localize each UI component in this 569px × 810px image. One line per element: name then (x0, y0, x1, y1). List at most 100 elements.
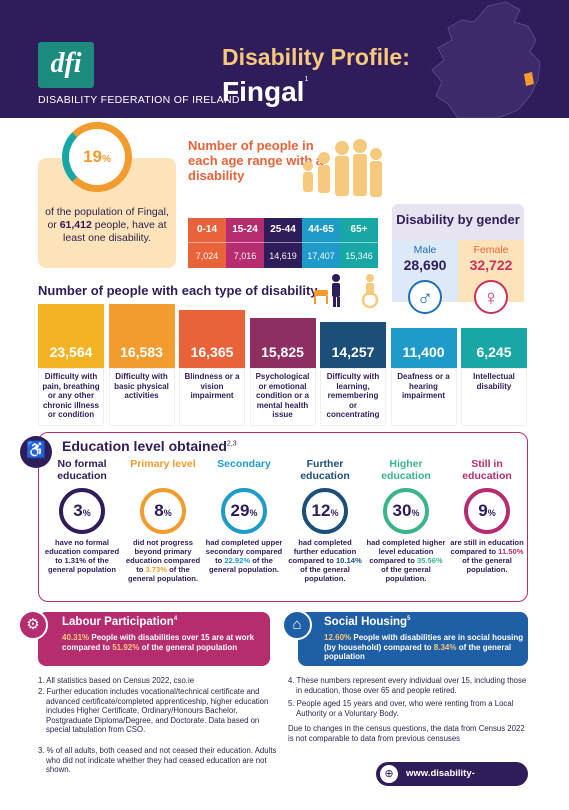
percent-ring: 19% (62, 122, 132, 192)
education-cmp: 35.56% (416, 556, 443, 565)
type-label: Blindness or a vision impairment (179, 368, 245, 426)
education-desc-1: had completed higher level education com… (366, 538, 446, 565)
education-percent-sign: % (411, 508, 420, 518)
type-bar (108, 304, 175, 370)
age-range-0: 0-14 7,024 (188, 218, 226, 268)
education-percent-sign: % (330, 508, 339, 518)
education-level-0: No formal education 3% have no formal educ… (42, 458, 122, 574)
labour-cmp: 51.92% (112, 642, 140, 652)
education-heading: Further education (300, 458, 350, 482)
male-value: 28,690 (403, 257, 447, 273)
gear-icon: ⚙ (18, 610, 48, 640)
labour-text-1: People with disabilities over 15 are at … (62, 633, 255, 652)
age-value: 14,619 (264, 242, 302, 268)
education-percent-sign: % (487, 508, 496, 518)
gender-title-bg (392, 204, 524, 240)
types-title: Number of people with each type of disab… (38, 283, 318, 298)
housing-title-text: Social Housing (324, 616, 408, 628)
type-value: 16,365 (190, 344, 234, 360)
labour-text: 40.31% People with disabilities over 15 … (62, 633, 267, 652)
header-banner (0, 0, 569, 118)
labour-title: Labour Participation4 (62, 616, 177, 628)
housing-cmp: 8.34% (433, 642, 457, 652)
wheelchair-icon (314, 274, 379, 308)
house-icon: ⌂ (282, 610, 312, 640)
age-label: 44-65 (308, 224, 334, 235)
page-title: Disability Profile: (222, 44, 410, 70)
housing-text: 12.60% People with disabilities are in s… (324, 633, 524, 662)
summary-text-1: of the population of Fingal, or (45, 206, 169, 231)
education-desc: had completed higher level education com… (366, 538, 446, 583)
graduation-icon: ♿ (20, 436, 52, 468)
gender-title: Disability by gender (396, 212, 520, 227)
labour-footnote-ref: 4 (173, 616, 178, 623)
age-title: Number of people in each age range with … (188, 138, 324, 183)
footnote-4: 4. These numbers represent every individ… (288, 676, 527, 695)
type-label: Deafness or a hearing impairment (390, 368, 457, 426)
education-desc-2: of the general population. (462, 556, 512, 574)
type-bar (390, 328, 457, 370)
education-level-4: Higher education 30% had completed higher … (366, 458, 446, 583)
education-desc-2: of the general population. (127, 565, 199, 583)
education-heading: Secondary (217, 458, 271, 470)
summary-count: 61,412 (59, 219, 92, 231)
education-ring: 30% (383, 488, 429, 534)
age-label: 25-44 (270, 224, 296, 235)
housing-text-1: People with disabilities are in social h… (324, 633, 524, 652)
census-change-note: Due to changes in the census questions, … (288, 724, 525, 743)
education-value: 29 (230, 501, 250, 520)
globe-icon: ⊕ (380, 765, 398, 783)
male-label: Male (413, 244, 437, 256)
age-label: 65+ (350, 224, 368, 235)
education-desc-1: are still in education compared to (450, 538, 524, 556)
education-desc-1: have no formal education compared to (44, 538, 120, 565)
age-range-2: 25-44 14,619 (264, 218, 302, 268)
labour-pct: 40.31% (62, 633, 90, 642)
type-bar (249, 318, 316, 370)
type-value: 23,564 (49, 344, 93, 360)
age-value: 7,024 (188, 242, 226, 268)
county-text: Fingal (222, 76, 305, 107)
education-card (38, 432, 528, 602)
disability-type-1: 16,583 Difficulty with basic physical act… (108, 304, 175, 426)
dfi-logo: dfi (38, 42, 94, 88)
education-desc: did not progress beyond primary educatio… (123, 538, 203, 583)
labour-title-text: Labour Participation (62, 616, 174, 628)
housing-text-2: of the general population (324, 642, 512, 662)
type-bar (38, 304, 104, 370)
age-value: 7,016 (226, 242, 264, 268)
education-footnote-ref: 2,3 (226, 440, 237, 448)
education-level-2: Secondary 29% had completed upper secondar… (204, 458, 284, 574)
type-value: 16,583 (120, 344, 163, 360)
age-range-4: 65+ 15,346 (340, 218, 378, 268)
education-cmp: 1.31% (64, 556, 87, 565)
footnote-3: 3. % of all adults, both ceased and not … (38, 746, 277, 775)
disability-type-0: 23,564 Difficulty with pain, breathing or… (38, 304, 104, 426)
disability-type-5: 11,400 Deafness or a hearing impairment (390, 304, 457, 426)
education-value: 12 (311, 501, 331, 520)
type-bar (320, 322, 386, 370)
education-desc: had completed further education compared… (285, 538, 365, 583)
education-percent-sign: % (82, 508, 91, 518)
housing-footnote-ref: 5 (407, 616, 411, 623)
education-desc-2: of the general population (48, 556, 116, 574)
summary-text: of the population of Fingal, or 61,412 p… (44, 206, 170, 245)
disability-type-3: 15,825 Psychological or emotional conditi… (249, 304, 316, 426)
type-value: 14,257 (331, 344, 375, 360)
education-ring: 3% (59, 488, 105, 534)
education-level-3: Further education 12% had completed furthe… (285, 458, 365, 583)
type-bar (461, 328, 527, 370)
education-desc-2: of the general population. (381, 565, 431, 583)
education-ring: 12% (302, 488, 348, 534)
education-cmp: 3.73% (145, 565, 168, 574)
education-value: 30 (392, 501, 412, 520)
people-icon (303, 139, 382, 197)
type-bar (179, 310, 245, 370)
education-cmp: 22.92% (224, 556, 251, 565)
website-link[interactable]: www.disability-federation.ie (376, 762, 528, 803)
education-level-5: Still in education 9% are still in educati… (447, 458, 527, 574)
education-heading: Still in education (462, 458, 512, 482)
disability-type-2: 16,365 Blindness or a vision impairment (179, 304, 245, 426)
type-label: Intellectual disability (461, 368, 527, 426)
type-value: 11,400 (402, 344, 445, 360)
